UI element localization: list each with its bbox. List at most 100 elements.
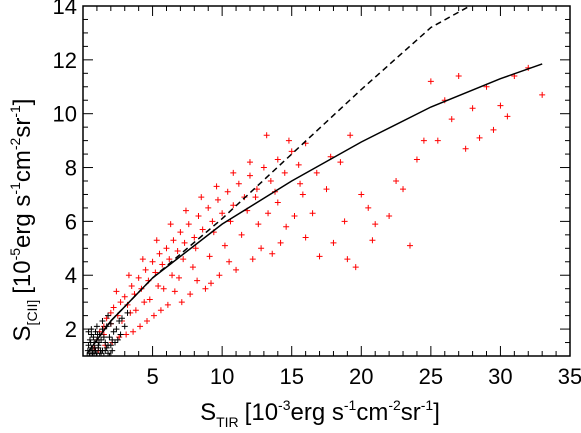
red-data-point: [180, 256, 187, 263]
red-data-point: [146, 296, 153, 303]
black-data-point: [116, 318, 123, 324]
red-data-point: [123, 331, 130, 338]
red-data-point: [174, 248, 181, 254]
black-data-point: [100, 334, 107, 341]
red-data-point: [149, 258, 156, 265]
x-tick-label: 25: [419, 364, 443, 389]
red-data-point: [260, 164, 267, 171]
red-data-point: [141, 299, 148, 306]
red-data-point: [170, 237, 177, 244]
red-data-point: [198, 194, 205, 201]
red-data-point: [274, 156, 281, 163]
red-data-point: [267, 178, 274, 184]
y-label-close: ]: [9, 99, 36, 106]
red-data-point: [277, 239, 284, 246]
red-data-point: [156, 250, 163, 257]
ticks-layer: [83, 5, 571, 356]
red-data-point: [539, 91, 546, 98]
red-data-point: [299, 191, 306, 198]
red-data-point: [224, 188, 231, 195]
red-data-point: [258, 245, 265, 252]
red-data-point: [213, 183, 220, 190]
red-data-point: [160, 285, 167, 292]
black-data-point: [103, 344, 110, 351]
black-data-point: [113, 326, 120, 333]
red-data-point: [309, 210, 316, 217]
y-label-cm-exp: -2: [7, 137, 23, 150]
y-tick-label: 2: [65, 317, 77, 342]
y-label-sr: sr: [9, 118, 36, 138]
x-label-exponent: -3: [278, 397, 291, 413]
red-data-point: [137, 323, 144, 330]
black-data-point: [118, 315, 125, 322]
x-label-subscript: TIR: [216, 414, 239, 430]
x-label-sr-exp: -1: [421, 397, 434, 413]
x-label-cm-exp: -2: [388, 397, 401, 413]
red-data-point: [103, 315, 110, 322]
black-data-point: [86, 353, 93, 356]
fit-lines-layer: [86, 6, 543, 354]
red-data-point: [406, 242, 413, 249]
red-data-point: [178, 299, 185, 306]
red-data-point: [153, 237, 160, 244]
red-data-point: [214, 196, 221, 203]
red-data-point: [255, 221, 262, 228]
red-data-point: [246, 172, 253, 179]
black-data-point: [87, 339, 94, 346]
red-data-point: [163, 245, 170, 252]
y-label-prefix: [10: [9, 260, 36, 293]
x-tick-label: 10: [210, 364, 234, 389]
x-label-s-exp: -1: [344, 397, 357, 413]
red-data-point: [400, 186, 407, 193]
red-data-point: [297, 180, 304, 187]
red-data-point: [281, 169, 288, 176]
black-data-point: [94, 331, 101, 338]
red-data-point: [130, 328, 137, 335]
red-data-point: [330, 239, 337, 246]
red-data-point: [113, 288, 120, 295]
red-data-point: [195, 213, 202, 219]
red-data-point: [166, 256, 173, 263]
red-data-point: [352, 264, 359, 271]
red-data-point: [110, 304, 117, 311]
red-data-point: [233, 266, 240, 273]
red-data-point: [427, 78, 434, 85]
red-data-point: [116, 334, 123, 341]
red-data-point: [135, 274, 142, 281]
black-data-point: [106, 353, 113, 356]
red-data-point: [202, 285, 209, 292]
black-data-point: [117, 331, 124, 338]
red-data-point: [177, 229, 184, 236]
red-data-point: [230, 202, 237, 209]
red-data-point: [128, 283, 135, 289]
black-data-point: [109, 347, 116, 354]
black-data-point: [105, 312, 112, 319]
y-label-exponent: -5: [7, 248, 23, 261]
red-data-point: [448, 116, 455, 123]
black-data-point: [99, 318, 106, 324]
x-tick-label: 15: [279, 364, 303, 389]
red-data-point: [216, 272, 223, 279]
red-data-point: [159, 261, 166, 268]
red-data-point: [285, 137, 292, 144]
red-data-point: [393, 178, 400, 184]
y-tick-label: 10: [53, 102, 77, 127]
red-data-point: [386, 213, 393, 219]
red-data-point: [185, 221, 192, 228]
x-label-sr: sr: [401, 399, 421, 426]
points-layer: [84, 64, 546, 356]
tick-labels-layer: 5 10 15 20 25 30 35 2 4 6 8 10 12 14: [53, 0, 581, 389]
red-data-point: [182, 207, 189, 214]
y-tick-label: 12: [53, 48, 77, 73]
red-data-point: [125, 272, 132, 279]
red-data-point: [462, 145, 469, 152]
y-axis-label: S[CII][10-5erg s-1cm-2sr-1]: [7, 99, 40, 342]
x-tick-label: 30: [488, 364, 512, 389]
black-data-point: [100, 353, 107, 356]
red-data-point: [291, 213, 298, 219]
y-label-main: S: [9, 325, 36, 341]
red-data-point: [199, 226, 206, 233]
x-tick-label: 5: [146, 364, 158, 389]
red-data-point: [142, 266, 149, 273]
x-axis-label: STIR [10-3erg s-1cm-2sr-1]: [200, 397, 440, 430]
